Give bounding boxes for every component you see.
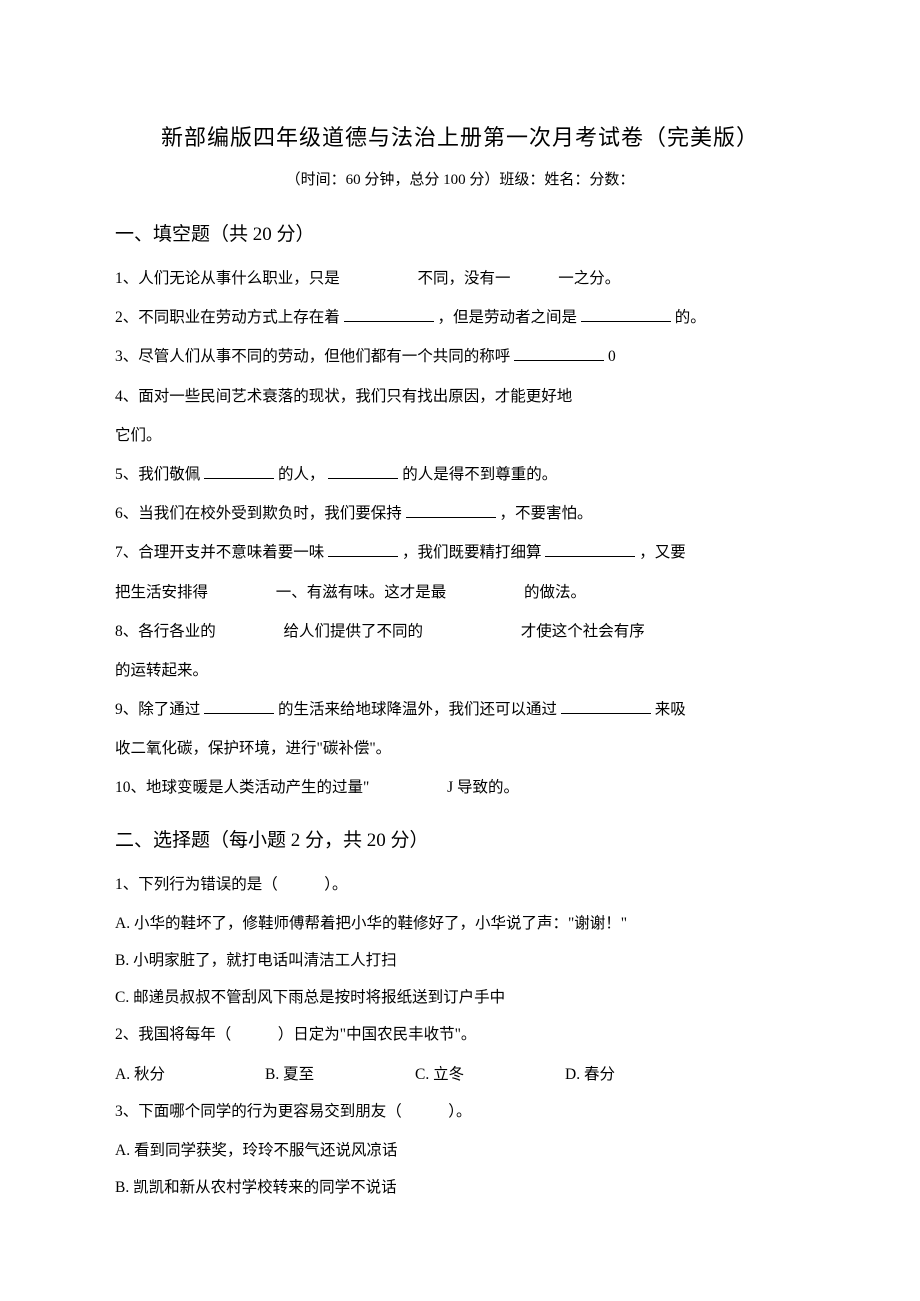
q1-text3: 一之分。 — [558, 270, 620, 287]
q5-blank2[interactable] — [328, 463, 398, 479]
q2: 2、不同职业在劳动方式上存在着 ，但是劳动者之间是 的。 — [115, 299, 805, 336]
q4-cont: 它们。 — [115, 417, 805, 454]
q3-text1: 3、尽管人们从事不同的劳动，但他们都有一个共同的称呼 — [115, 348, 514, 365]
q5: 5、我们敬佩 的人， 的人是得不到尊重的。 — [115, 456, 805, 493]
s2-q3-b[interactable]: B. 凯凯和新从农村学校转来的同学不说话 — [115, 1169, 805, 1206]
q9: 9、除了通过 的生活来给地球降温外，我们还可以通过 来吸 — [115, 691, 805, 728]
q7-cont: 把生活安排得 一、有滋有味。这才是最 的做法。 — [115, 574, 805, 611]
q10-text2: J 导致的。 — [447, 779, 519, 796]
q2-text1: 2、不同职业在劳动方式上存在着 — [115, 309, 344, 326]
q5-text2: 的人， — [278, 466, 325, 483]
s2-q2-d[interactable]: D. 春分 — [565, 1056, 715, 1093]
q2-text3: 的。 — [675, 309, 706, 326]
section1-header: 一、填空题（共 20 分） — [115, 219, 805, 246]
s2-q3-a[interactable]: A. 看到同学获奖，玲玲不服气还说风凉话 — [115, 1132, 805, 1169]
q5-blank1[interactable] — [204, 463, 274, 479]
q8-text1: 8、各行各业的 — [115, 623, 216, 640]
q6-text1: 6、当我们在校外受到欺负时，我们要保持 — [115, 505, 406, 522]
q1-text1: 1、人们无论从事什么职业，只是 — [115, 270, 340, 287]
q9-text4: 收二氧化碳，保护环境，进行"碳补偿"。 — [115, 740, 391, 757]
s2-q1-options: A. 小华的鞋坏了，修鞋师傅帮着把小华的鞋修好了，小华说了声："谢谢！" B. … — [115, 905, 805, 1017]
q5-text1: 5、我们敬佩 — [115, 466, 204, 483]
q7-text4: 把生活安排得 — [115, 584, 208, 601]
s2-q2-c[interactable]: C. 立冬 — [415, 1056, 565, 1093]
q8-text4: 的运转起来。 — [115, 662, 208, 679]
exam-title: 新部编版四年级道德与法治上册第一次月考试卷（完美版） — [115, 120, 805, 152]
s2-q2-options: A. 秋分 B. 夏至 C. 立冬 D. 春分 — [115, 1056, 805, 1093]
q10-text1: 10、地球变暖是人类活动产生的过量" — [115, 779, 369, 796]
exam-subtitle: （时间：60 分钟，总分 100 分）班级：姓名：分数： — [115, 168, 805, 189]
s2-q2: 2、我国将每年（ ）日定为"中国农民丰收节"。 — [115, 1016, 805, 1053]
q2-blank2[interactable] — [581, 307, 671, 323]
q9-blank2[interactable] — [561, 699, 651, 715]
s2-q2-a[interactable]: A. 秋分 — [115, 1056, 265, 1093]
q9-text2: 的生活来给地球降温外，我们还可以通过 — [278, 701, 561, 718]
s2-q3: 3、下面哪个同学的行为更容易交到朋友（ ）。 — [115, 1093, 805, 1130]
q8: 8、各行各业的 给人们提供了不同的 才使这个社会有序 — [115, 613, 805, 650]
q6-blank1[interactable] — [406, 503, 496, 519]
q2-text2: ，但是劳动者之间是 — [438, 309, 581, 326]
q7-blank1[interactable] — [328, 542, 398, 558]
q8-text3: 才使这个社会有序 — [521, 623, 645, 640]
q7-text5: 一、有滋有味。这才是最 — [276, 584, 447, 601]
q7-blank2[interactable] — [545, 542, 635, 558]
q7: 7、合理开支并不意味着要一味 ，我们既要精打细算 ，又要 — [115, 534, 805, 571]
q4: 4、面对一些民间艺术衰落的现状，我们只有找出原因，才能更好地 — [115, 378, 805, 415]
q8-cont: 的运转起来。 — [115, 652, 805, 689]
s2-q1-c[interactable]: C. 邮递员叔叔不管刮风下雨总是按时将报纸送到订户手中 — [115, 979, 805, 1016]
q7-text1: 7、合理开支并不意味着要一味 — [115, 544, 324, 561]
q2-blank1[interactable] — [344, 307, 434, 323]
s2-q1-a[interactable]: A. 小华的鞋坏了，修鞋师傅帮着把小华的鞋修好了，小华说了声："谢谢！" — [115, 905, 805, 942]
q9-text1: 9、除了通过 — [115, 701, 204, 718]
q6-text2: ，不要害怕。 — [500, 505, 593, 522]
q9-cont: 收二氧化碳，保护环境，进行"碳补偿"。 — [115, 730, 805, 767]
q7-text6: 的做法。 — [524, 584, 586, 601]
q5-text3: 的人是得不到尊重的。 — [402, 466, 557, 483]
q6: 6、当我们在校外受到欺负时，我们要保持 ，不要害怕。 — [115, 495, 805, 532]
q4-text2: 它们。 — [115, 427, 162, 444]
s2-q2-b[interactable]: B. 夏至 — [265, 1056, 415, 1093]
section2-header: 二、选择题（每小题 2 分，共 20 分） — [115, 825, 805, 852]
q4-text1: 4、面对一些民间艺术衰落的现状，我们只有找出原因，才能更好地 — [115, 388, 572, 405]
q10: 10、地球变暖是人类活动产生的过量" J 导致的。 — [115, 769, 805, 806]
q1: 1、人们无论从事什么职业，只是 不同，没有一 一之分。 — [115, 260, 805, 297]
s2-q3-options: A. 看到同学获奖，玲玲不服气还说风凉话 B. 凯凯和新从农村学校转来的同学不说… — [115, 1132, 805, 1206]
q9-blank1[interactable] — [204, 699, 274, 715]
s2-q1: 1、下列行为错误的是（ ）。 — [115, 866, 805, 903]
q1-text2: 不同，没有一 — [418, 270, 511, 287]
q3: 3、尽管人们从事不同的劳动，但他们都有一个共同的称呼 0 — [115, 338, 805, 375]
q3-text2: 0 — [608, 348, 616, 365]
q8-text2: 给人们提供了不同的 — [284, 623, 424, 640]
s2-q1-b[interactable]: B. 小明家脏了，就打电话叫清洁工人打扫 — [115, 942, 805, 979]
q7-text2: ，我们既要精打细算 — [402, 544, 545, 561]
q9-text3: 来吸 — [655, 701, 686, 718]
q3-blank1[interactable] — [514, 346, 604, 362]
q7-text3: ，又要 — [639, 544, 686, 561]
